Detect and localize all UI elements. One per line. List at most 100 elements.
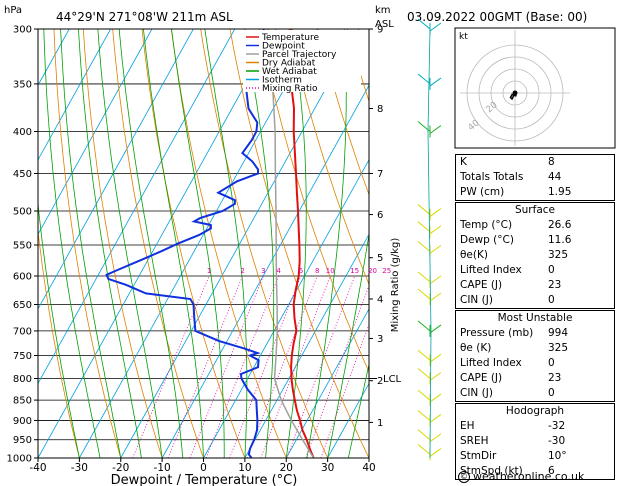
temperature-tick-label: 20 — [280, 462, 293, 474]
pressure-tick-label: 950 — [13, 435, 32, 446]
legend-label: Mixing Ratio — [262, 84, 318, 94]
surface-theta-e-row: θe(K) 325 — [460, 249, 569, 261]
mixing-ratio-label: 8 — [315, 267, 319, 275]
mixing-ratio-label: 20 — [368, 267, 377, 275]
wind-column-trace — [427, 28, 432, 459]
wind-barb-icon — [429, 448, 442, 457]
series-parcel-trajectory — [267, 29, 315, 458]
pressure-tick-label: 600 — [13, 271, 32, 282]
wind-barb-icon — [429, 353, 442, 363]
surface-cape-row: CAPE (J) 23 — [460, 279, 562, 291]
wind-barb-icon — [429, 225, 442, 235]
storm-speed-row: StmSpd (kt) 6 — [460, 465, 555, 477]
wind-barb-icon — [429, 414, 442, 423]
km-tick-label: 4 — [377, 294, 383, 305]
isotherm-line — [38, 29, 277, 458]
pressure-tick-label: 550 — [13, 240, 32, 251]
wind-barb-icon — [429, 324, 442, 334]
isotherm-line — [120, 29, 360, 458]
wet-adiabat-line — [204, 29, 248, 458]
background-lines — [38, 29, 369, 458]
legend-label: Wet Adiabat — [262, 67, 317, 77]
pressure-tick-label: 850 — [13, 396, 32, 407]
temperature-tick-label: -20 — [112, 462, 129, 474]
mu-pressure-row: Pressure (mb) 994 — [460, 327, 569, 339]
pressure-tick-label: 300 — [13, 25, 32, 36]
wet-adiabat-line — [38, 200, 80, 458]
plot-frame — [37, 28, 370, 459]
legend-background — [243, 30, 361, 92]
wind-barb-icon — [429, 244, 442, 254]
datetime-label: 03.09.2022 00GMT (Base: 00) — [407, 10, 587, 24]
legend-label: Temperature — [261, 33, 319, 43]
dry-adiabat-line — [53, 29, 122, 458]
mu-cin-row: CIN (J) 0 — [460, 387, 555, 399]
surface-cin-row: CIN (J) 0 — [460, 294, 555, 306]
wind-barb-icon — [429, 275, 442, 285]
legend-label: Isotherm — [262, 76, 302, 86]
most-unstable-title: Most Unstable — [497, 312, 573, 324]
wet-adiabat-line — [97, 29, 163, 458]
axis-ticks: 1 2 3 4 6 8 10 15 20 2530035040045050055060065070… — [7, 25, 392, 475]
wind-barb-icon — [417, 429, 431, 441]
surface-table: Surface Temp (°C) 26.6 Dewp (°C) 11.6 θe(K… — [455, 202, 615, 309]
dry-adiabat-line — [258, 29, 369, 373]
pressure-tick-label: 1000 — [7, 454, 32, 465]
surface-lifted-index-row: Lifted Index 0 — [460, 264, 555, 276]
mixing-ratio-line — [305, 284, 369, 458]
wind-barb-icon — [429, 208, 442, 217]
mixing-ratio-label: 10 — [326, 267, 335, 275]
mixing-ratio-label: 4 — [276, 267, 281, 275]
isotherm-line — [285, 308, 369, 458]
mixing-ratio-line — [286, 275, 356, 458]
wind-barb-icon — [429, 393, 442, 403]
wind-barb-icon — [417, 349, 431, 361]
temperature-tick-label: 10 — [238, 462, 251, 474]
isotherm-line — [79, 29, 318, 458]
series-dewpoint — [105, 29, 265, 458]
pressure-tick-label: 900 — [13, 416, 32, 427]
km-tick-label: 3 — [377, 334, 383, 345]
wind-barb-icon — [417, 410, 431, 421]
asl-label: ASL — [375, 19, 394, 30]
wind-barb-icon — [417, 444, 431, 455]
footer-site-label[interactable]: weatheronline.co.uk — [473, 470, 585, 483]
mixing-ratio-line — [167, 275, 243, 458]
legend-label: Dewpoint — [262, 42, 305, 52]
hodograph-line — [509, 92, 517, 101]
mixing-ratio-label: 6 — [299, 267, 304, 275]
pressure-tick-label: 650 — [13, 300, 32, 311]
dry-adiabat-line — [200, 29, 328, 458]
dry-adiabat-line — [229, 29, 369, 458]
wet-adiabat-line — [118, 29, 184, 458]
isotherm-line — [327, 382, 369, 458]
wet-adiabat-line — [60, 29, 122, 458]
wind-barb-icon — [429, 125, 442, 134]
wind-barb-icon — [417, 389, 431, 401]
km-tick-label: 6 — [377, 210, 383, 221]
wind-barb-icon — [429, 372, 442, 381]
wind-barb-icon — [417, 221, 431, 233]
hodograph-table-title: Hodograph — [505, 405, 565, 417]
isotherm-line — [38, 29, 153, 236]
km-tick-label: 5 — [377, 253, 383, 264]
wind-barb-icon — [417, 320, 431, 332]
pressure-tick-label: 800 — [13, 374, 32, 385]
km-tick-label: 1 — [377, 418, 383, 429]
wind-barb-icon — [417, 288, 431, 300]
km-label: km — [375, 5, 391, 16]
wind-barb-icon — [417, 18, 431, 30]
wind-barb-icon — [417, 241, 431, 252]
profile-lines — [105, 29, 315, 458]
legend-label: Dry Adiabat — [262, 59, 316, 69]
wind-barb-icon — [429, 292, 442, 302]
wind-barb-icon — [417, 73, 431, 85]
wet-adiabat-line — [143, 29, 204, 458]
surface-dewp-row: Dewp (°C) 11.6 — [460, 234, 572, 246]
surface-title: Surface — [514, 204, 555, 216]
hodograph-table: Hodograph EH -32 SREH -30 StmDir 10° StmSpd… — [455, 403, 615, 480]
mixing-ratio-axis-title: Mixing Ratio (g/kg) — [390, 238, 401, 333]
